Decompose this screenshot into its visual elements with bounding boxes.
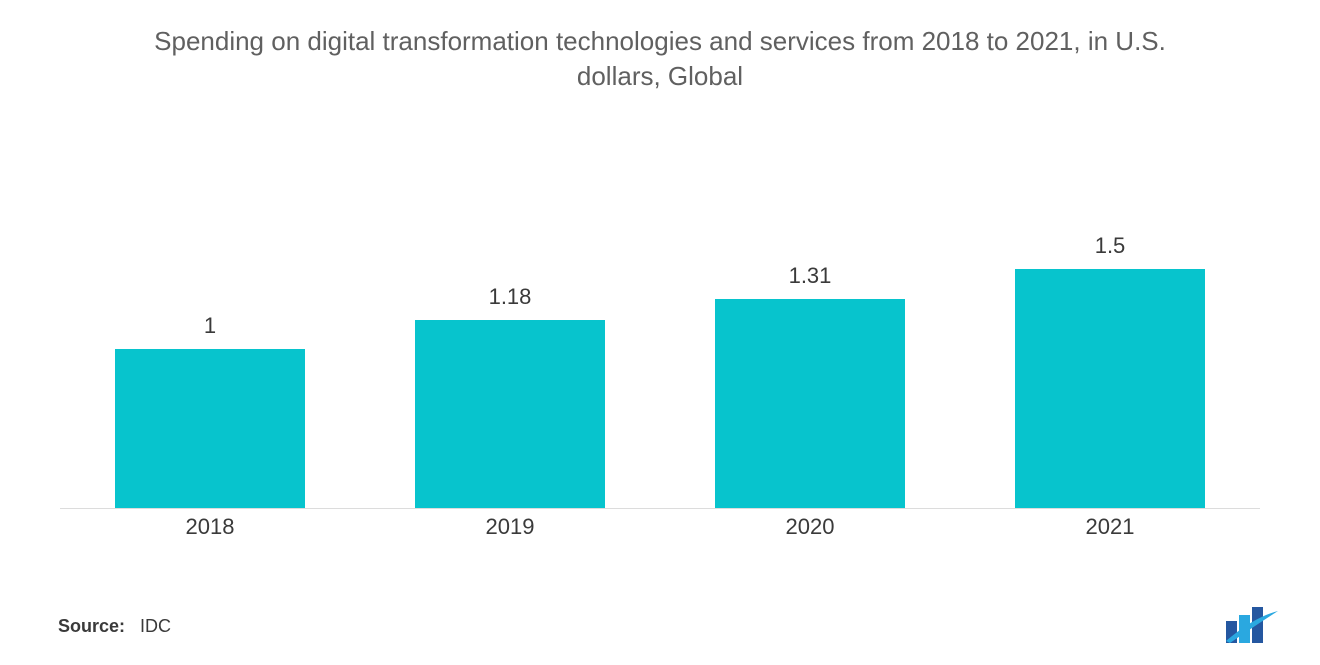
bar-slot: 1.18 <box>360 130 660 509</box>
bar <box>1015 269 1205 509</box>
source-name: IDC <box>140 616 171 636</box>
chart-canvas: Spending on digital transformation techn… <box>0 0 1320 665</box>
bar <box>115 349 305 509</box>
value-label: 1.18 <box>489 284 532 310</box>
chart-title: Spending on digital transformation techn… <box>0 24 1320 94</box>
value-label: 1.31 <box>789 263 832 289</box>
category-label: 2019 <box>360 514 660 540</box>
bar <box>715 299 905 509</box>
source-prefix: Source: <box>58 616 125 636</box>
category-label: 2020 <box>660 514 960 540</box>
bar-slot: 1 <box>60 130 360 509</box>
value-label: 1 <box>204 313 216 339</box>
category-labels: 2018 2019 2020 2021 <box>60 509 1260 545</box>
bars-container: 1 1.18 1.31 1.5 <box>60 130 1260 509</box>
value-label: 1.5 <box>1095 233 1126 259</box>
bar-slot: 1.5 <box>960 130 1260 509</box>
plot-area: 1 1.18 1.31 1.5 2018 2019 2020 2021 <box>60 130 1260 545</box>
brand-logo <box>1224 607 1280 643</box>
source-footer: Source: IDC <box>58 616 171 637</box>
category-label: 2018 <box>60 514 360 540</box>
bar-slot: 1.31 <box>660 130 960 509</box>
bar <box>415 320 605 509</box>
category-label: 2021 <box>960 514 1260 540</box>
